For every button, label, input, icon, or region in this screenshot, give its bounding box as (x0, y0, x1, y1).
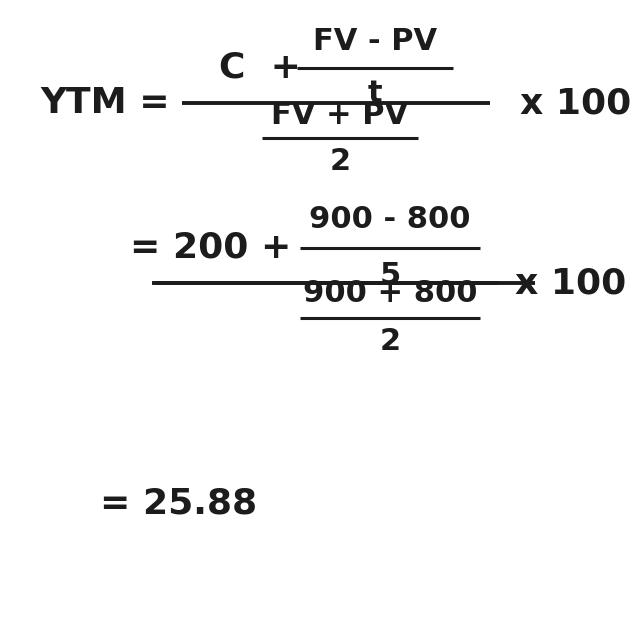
Text: YTM =: YTM = (40, 86, 170, 120)
Text: FV - PV: FV - PV (313, 27, 437, 56)
Text: 900 - 800: 900 - 800 (309, 206, 471, 234)
Text: = 25.88: = 25.88 (100, 486, 257, 520)
Text: FV + PV: FV + PV (272, 101, 408, 130)
Text: 2: 2 (329, 147, 350, 177)
Text: x 100: x 100 (515, 266, 626, 300)
Text: 5: 5 (380, 261, 401, 291)
Text: 2: 2 (380, 327, 401, 356)
Text: = 200 +: = 200 + (130, 231, 291, 265)
Text: x 100: x 100 (520, 86, 632, 120)
Text: C  +: C + (219, 51, 301, 85)
Text: t: t (368, 80, 382, 108)
Text: 900 + 800: 900 + 800 (303, 280, 477, 308)
